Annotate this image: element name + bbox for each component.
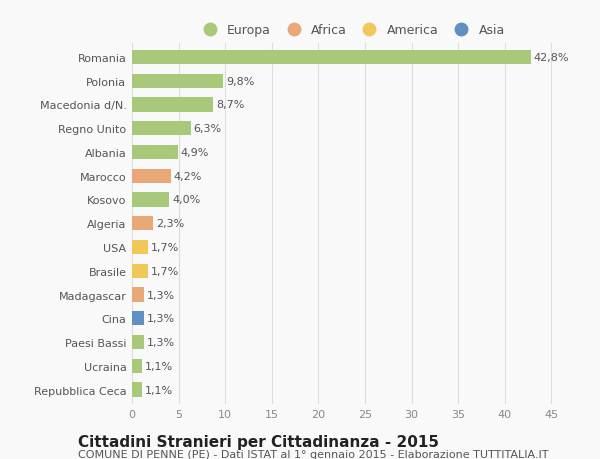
Bar	[132, 98, 213, 112]
Text: 2,3%: 2,3%	[156, 219, 184, 229]
Text: 6,3%: 6,3%	[194, 124, 221, 134]
Text: 1,3%: 1,3%	[147, 313, 175, 324]
Bar	[132, 264, 148, 278]
Bar	[132, 74, 223, 89]
Bar	[132, 312, 144, 326]
Text: Cittadini Stranieri per Cittadinanza - 2015: Cittadini Stranieri per Cittadinanza - 2…	[78, 434, 439, 449]
Bar	[132, 383, 142, 397]
Bar	[132, 193, 169, 207]
Text: 42,8%: 42,8%	[533, 53, 569, 63]
Text: 8,7%: 8,7%	[216, 100, 244, 110]
Legend: Europa, Africa, America, Asia: Europa, Africa, America, Asia	[192, 19, 510, 42]
Text: 1,7%: 1,7%	[151, 242, 179, 252]
Text: 1,1%: 1,1%	[145, 361, 173, 371]
Bar	[132, 335, 144, 349]
Text: 1,3%: 1,3%	[147, 290, 175, 300]
Bar	[132, 241, 148, 255]
Text: 1,7%: 1,7%	[151, 266, 179, 276]
Text: 4,9%: 4,9%	[181, 148, 209, 157]
Bar	[132, 217, 154, 231]
Text: 1,1%: 1,1%	[145, 385, 173, 395]
Text: 4,2%: 4,2%	[174, 171, 202, 181]
Text: 1,3%: 1,3%	[147, 337, 175, 347]
Text: COMUNE DI PENNE (PE) - Dati ISTAT al 1° gennaio 2015 - Elaborazione TUTTITALIA.I: COMUNE DI PENNE (PE) - Dati ISTAT al 1° …	[78, 449, 548, 459]
Text: 4,0%: 4,0%	[172, 195, 200, 205]
Bar	[132, 169, 171, 184]
Bar	[132, 288, 144, 302]
Bar	[132, 122, 191, 136]
Text: 9,8%: 9,8%	[226, 77, 254, 87]
Bar	[132, 359, 142, 373]
Bar	[132, 50, 531, 65]
Bar	[132, 146, 178, 160]
